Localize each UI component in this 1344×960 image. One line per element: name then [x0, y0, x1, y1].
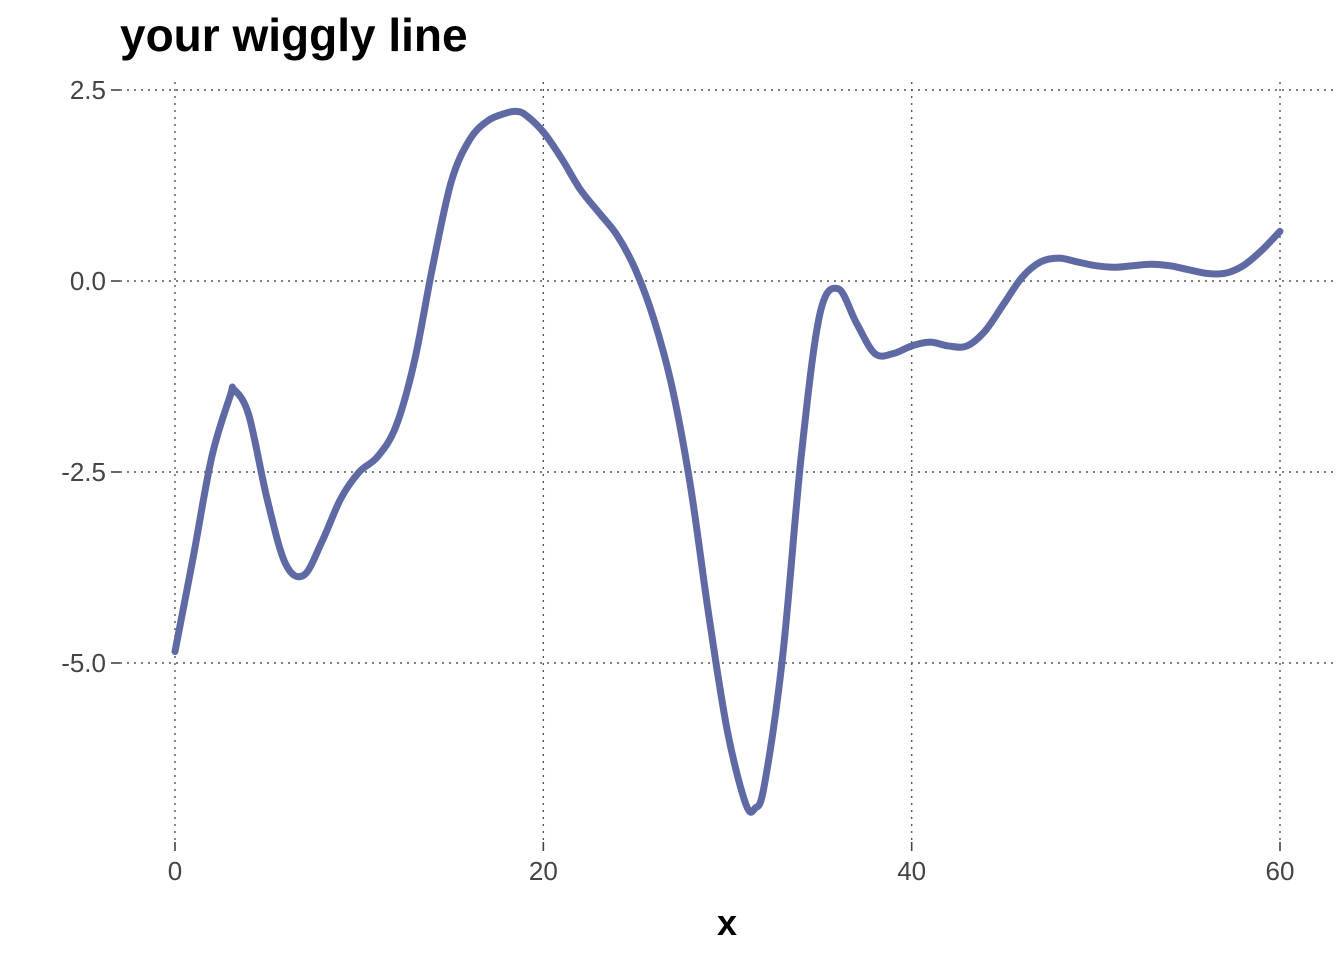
x-tick-label: 0 — [168, 856, 182, 886]
series — [171, 107, 1284, 816]
x-tick-label: 40 — [897, 856, 926, 886]
axes: 0 20 40 60 2.5 0.0 -2.5 -5.0 — [61, 75, 1294, 886]
y-tick-label: -5.0 — [61, 648, 106, 678]
x-axis-label: x — [717, 902, 737, 943]
series-line-0 — [171, 107, 1284, 816]
x-tick-label: 60 — [1266, 856, 1295, 886]
y-tick-label: 2.5 — [70, 75, 106, 105]
grid — [120, 82, 1336, 842]
y-tick-label: 0.0 — [70, 266, 106, 296]
x-tick-label: 20 — [529, 856, 558, 886]
chart-title: your wiggly line — [120, 9, 468, 61]
y-tick-label: -2.5 — [61, 457, 106, 487]
